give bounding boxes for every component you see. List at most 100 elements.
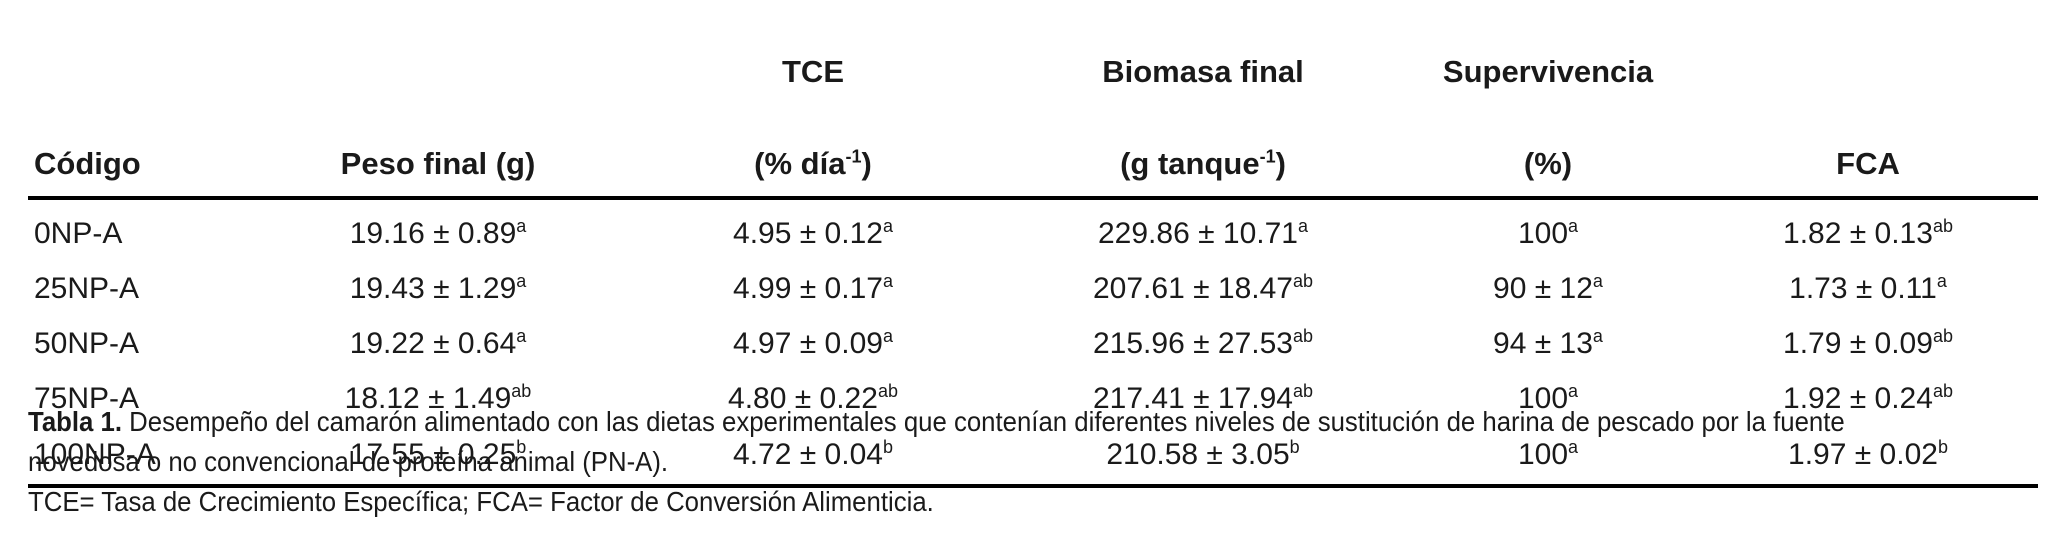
table-row: 0NP-A 19.16 ± 0.89a 4.95 ± 0.12a 229.86 ± 1… xyxy=(28,198,2038,261)
table-body: 0NP-A 19.16 ± 0.89a 4.95 ± 0.12a 229.86 ± 1… xyxy=(28,198,2038,488)
header-bottom-cell: (% día-1) xyxy=(618,102,1008,200)
header-row-top: TCE Biomasa final Supervivencia xyxy=(28,0,2038,102)
table-cell: 4.99 ± 0.17a xyxy=(618,261,1008,316)
results-table: TCE Biomasa final Supervivencia Código Pe… xyxy=(28,0,2038,488)
header-top-cell xyxy=(1698,0,2038,102)
significance-letter: a xyxy=(1936,270,1947,291)
row-code: 50NP-A xyxy=(34,326,140,360)
header-bottom-cell: FCA xyxy=(1698,102,2038,200)
cell-value: 19.43 ± 1.29 xyxy=(349,271,517,305)
row-code: 25NP-A xyxy=(34,271,140,305)
header-bottom-cell: (g tanque-1) xyxy=(1008,102,1398,200)
table-cell: 1.97 ± 0.02b xyxy=(1698,426,2038,488)
significance-letter: ab xyxy=(1292,270,1313,291)
header-text: FCA xyxy=(1836,146,1900,181)
significance-letter: b xyxy=(1937,437,1948,457)
table-row: 100NP-A 17.55 ± 0.25b 4.72 ± 0.04b 210.58 ±… xyxy=(28,426,2038,488)
header-text-tail: ) xyxy=(1275,146,1286,181)
table-row: 50NP-A 19.22 ± 0.64a 4.97 ± 0.09a 215.96 ± … xyxy=(28,316,2038,371)
cell-value: 1.92 ± 0.24 xyxy=(1783,381,1933,415)
table-cell: 90 ± 12a xyxy=(1398,261,1698,316)
table-row: 75NP-A 18.12 ± 1.49ab 4.80 ± 0.22ab 217.41 … xyxy=(28,371,2038,426)
table-cell: 19.22 ± 0.64a xyxy=(258,316,618,371)
cell-value: 4.97 ± 0.09 xyxy=(733,326,883,360)
header-text: (g tanque xyxy=(1120,146,1260,181)
table-cell: 1.92 ± 0.24ab xyxy=(1698,371,2038,426)
cell-value: 1.97 ± 0.02 xyxy=(1788,438,1938,471)
table-cell: 100a xyxy=(1398,371,1698,426)
header-text: Código xyxy=(34,146,141,181)
significance-letter: ab xyxy=(1292,325,1313,346)
significance-letter: ab xyxy=(1932,215,1953,236)
cell-value: 4.72 ± 0.04 xyxy=(733,438,883,471)
significance-letter: a xyxy=(1568,215,1579,236)
table-row: 25NP-A 19.43 ± 1.29a 4.99 ± 0.17a 207.61 ± … xyxy=(28,261,2038,316)
header-text-tail: ) xyxy=(861,146,872,181)
header-top-cell xyxy=(258,0,618,102)
cell-value: 100 xyxy=(1517,438,1569,471)
table-cell: 1.79 ± 0.09ab xyxy=(1698,316,2038,371)
caption-abbreviations-note: TCE= Tasa de Crecimiento Específica; FCA… xyxy=(28,486,934,517)
results-table-container: TCE Biomasa final Supervivencia Código Pe… xyxy=(28,0,2038,488)
header-text: (%) xyxy=(1523,146,1573,181)
table-cell: 4.80 ± 0.22ab xyxy=(618,371,1008,426)
table-cell: 18.12 ± 1.49ab xyxy=(258,371,618,426)
table-cell: 100a xyxy=(1398,198,1698,261)
cell-value: 4.95 ± 0.12 xyxy=(733,216,883,250)
significance-letter: a xyxy=(516,270,527,291)
table-cell: 1.82 ± 0.13ab xyxy=(1698,198,2038,261)
cell-value: 207.61 ± 18.47 xyxy=(1093,271,1293,305)
cell-value: 1.82 ± 0.13 xyxy=(1783,216,1933,250)
significance-letter: ab xyxy=(877,380,898,401)
cell-value: 4.99 ± 0.17 xyxy=(733,271,883,305)
significance-letter: a xyxy=(516,215,527,236)
cell-value: 90 ± 12 xyxy=(1493,271,1593,305)
table-cell: 229.86 ± 10.71a xyxy=(1008,198,1398,261)
header-top-cell xyxy=(28,0,258,102)
significance-letter: a xyxy=(882,215,893,236)
header-text: Peso final (g) xyxy=(340,146,536,181)
table-cell: 215.96 ± 27.53ab xyxy=(1008,316,1398,371)
significance-letter: ab xyxy=(1932,380,1953,401)
table-cell: 210.58 ± 3.05b xyxy=(1008,426,1398,488)
cell-value: 18.12 ± 1.49 xyxy=(344,381,512,415)
significance-letter: b xyxy=(516,437,527,457)
significance-letter: a xyxy=(882,325,893,346)
table-caption: Tabla 1. Desempeño del camarón alimentad… xyxy=(28,402,1877,522)
significance-letter: b xyxy=(1289,437,1300,457)
cell-value: 94 ± 13 xyxy=(1493,326,1593,360)
header-bottom-cell: Código xyxy=(28,102,258,200)
table-cell: 4.72 ± 0.04b xyxy=(618,426,1008,488)
table-cell: 94 ± 13a xyxy=(1398,316,1698,371)
cell-value: 4.80 ± 0.22 xyxy=(728,381,878,415)
significance-letter: a xyxy=(1592,325,1603,346)
header-top-cell: Supervivencia xyxy=(1442,54,1654,89)
significance-letter: a xyxy=(1297,215,1308,236)
table-cell: 4.95 ± 0.12a xyxy=(618,198,1008,261)
row-code: 0NP-A xyxy=(34,216,123,250)
cell-value: 100 xyxy=(1517,381,1569,415)
header-top-cell: TCE xyxy=(782,54,844,89)
cell-value: 210.58 ± 3.05 xyxy=(1106,438,1290,471)
table-cell: 100a xyxy=(1398,426,1698,488)
header-bottom-cell: (%) xyxy=(1398,102,1698,200)
significance-letter: ab xyxy=(511,380,532,401)
table-cell: 1.73 ± 0.11a xyxy=(1698,261,2038,316)
caption-text: Desempeño del camarón alimentado con las… xyxy=(28,406,1845,477)
table-cell: 217.41 ± 17.94ab xyxy=(1008,371,1398,426)
cell-value: 229.86 ± 10.71 xyxy=(1098,216,1298,250)
cell-value: 17.55 ± 0.25 xyxy=(349,438,517,471)
cell-value: 100 xyxy=(1517,216,1569,250)
significance-letter: a xyxy=(1568,437,1579,457)
significance-letter: a xyxy=(516,325,527,346)
header-bottom-cell: Peso final (g) xyxy=(258,102,618,200)
table-cell: 19.16 ± 0.89a xyxy=(258,198,618,261)
table-cell: 4.97 ± 0.09a xyxy=(618,316,1008,371)
header-text: (% día xyxy=(754,146,846,181)
table-cell: 17.55 ± 0.25b xyxy=(258,426,618,488)
cell-value: 1.79 ± 0.09 xyxy=(1783,326,1933,360)
table-cell: 207.61 ± 18.47ab xyxy=(1008,261,1398,316)
caption-main: Tabla 1. Desempeño del camarón alimentad… xyxy=(28,402,1877,482)
significance-letter: a xyxy=(882,270,893,291)
cell-value: 1.73 ± 0.11 xyxy=(1789,271,1937,305)
